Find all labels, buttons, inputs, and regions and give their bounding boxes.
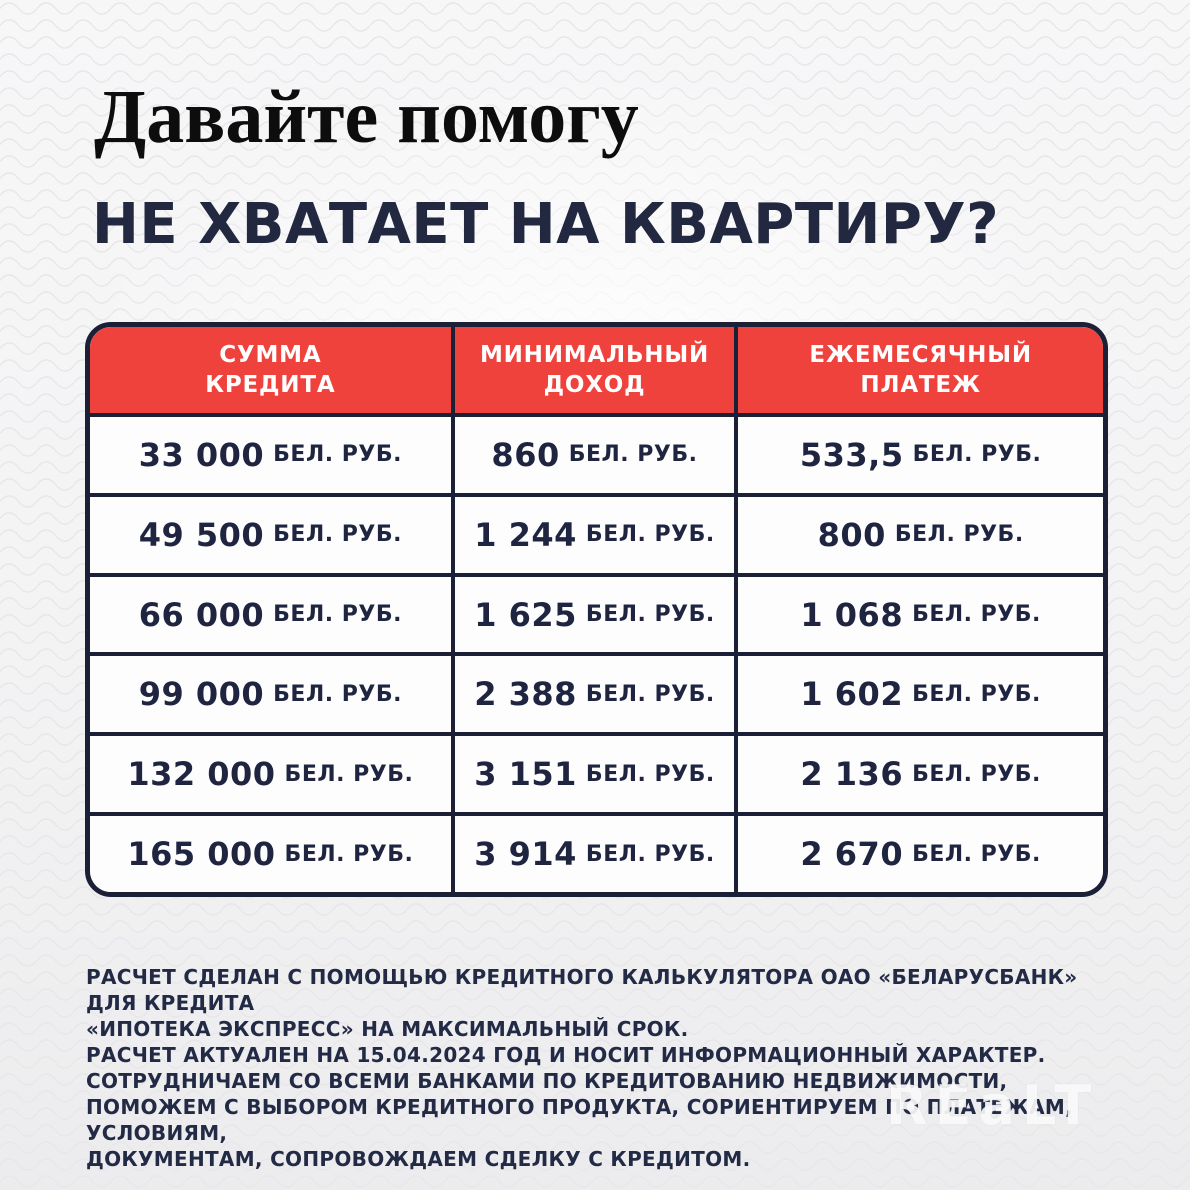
disclaimer-line: СОТРУДНИЧАЕМ СО ВСЕМИ БАНКАМИ ПО КРЕДИТО…: [86, 1069, 1008, 1093]
currency-unit: БЕЛ. РУБ.: [585, 602, 715, 628]
credit-table: СУММА КРЕДИТА МИНИМАЛЬНЫЙ ДОХОД ЕЖЕМЕСЯЧ…: [85, 322, 1108, 897]
credit-sum-cell: 66 000 БЕЛ. РУБ.: [90, 576, 455, 653]
disclaimer-text: РАСЧЕТ СДЕЛАН С ПОМОЩЬЮ КРЕДИТНОГО КАЛЬК…: [86, 964, 1126, 1172]
amount-value: 165 000: [127, 835, 276, 874]
disclaimer-line: ДОКУМЕНТАМ, СОПРОВОЖДАЕМ СДЕЛКУ С КРЕДИТ…: [86, 1147, 751, 1171]
currency-unit: БЕЛ. РУБ.: [912, 602, 1041, 628]
realt-watermark-logo: REaLT: [886, 1074, 1099, 1137]
page-subtitle: НЕ ХВАТАЕТ НА КВАРТИРУ?: [92, 192, 1000, 257]
credit-sum-cell: 165 000 БЕЛ. РУБ.: [90, 816, 455, 892]
currency-unit: БЕЛ. РУБ.: [585, 761, 715, 787]
amount-value: 1 625: [474, 595, 577, 634]
monthly-payment-cell: 533,5 БЕЛ. РУБ.: [738, 417, 1103, 493]
page-title: Давайте помогу: [94, 75, 639, 159]
amount-value: 1 244: [474, 515, 577, 554]
disclaimer-line: «ИПОТЕКА ЭКСПРЕСС» НА МАКСИМАЛЬНЫЙ СРОК.: [86, 1017, 689, 1041]
amount-value: 132 000: [127, 755, 276, 794]
min-income-cell: 3 914 БЕЛ. РУБ.: [455, 816, 739, 892]
credit-sum-cell: 132 000 БЕЛ. РУБ.: [90, 736, 455, 813]
amount-value: 66 000: [138, 595, 265, 634]
currency-unit: БЕЛ. РУБ.: [912, 681, 1041, 707]
currency-unit: БЕЛ. РУБ.: [585, 522, 715, 548]
table-row: 66 000 БЕЛ. РУБ. 1 625 БЕЛ. РУБ. 1 068 БЕЛ.…: [90, 572, 1103, 653]
amount-value: 860: [491, 435, 560, 474]
credit-sum-cell: 49 500 БЕЛ. РУБ.: [90, 496, 455, 573]
min-income-cell: 2 388 БЕЛ. РУБ.: [455, 656, 739, 733]
currency-unit: БЕЛ. РУБ.: [273, 681, 402, 707]
currency-unit: БЕЛ. РУБ.: [894, 522, 1024, 548]
amount-value: 2 388: [474, 675, 577, 714]
monthly-payment-cell: 2 136 БЕЛ. РУБ.: [738, 736, 1103, 812]
currency-unit: БЕЛ. РУБ.: [585, 681, 715, 707]
currency-unit: БЕЛ. РУБ.: [585, 841, 715, 867]
min-income-cell: 860 БЕЛ. РУБ.: [455, 417, 739, 493]
currency-unit: БЕЛ. РУБ.: [273, 522, 402, 548]
currency-unit: БЕЛ. РУБ.: [273, 602, 402, 628]
amount-value: 2 670: [800, 835, 904, 874]
disclaimer-line: ПОМОЖЕМ С ВЫБОРОМ КРЕДИТНОГО ПРОДУКТА, С…: [86, 1095, 1073, 1145]
currency-unit: БЕЛ. РУБ.: [284, 841, 414, 867]
table-row: 132 000 БЕЛ. РУБ. 3 151 БЕЛ. РУБ. 2 136 БЕЛ…: [90, 732, 1103, 813]
currency-unit: БЕЛ. РУБ.: [273, 442, 402, 468]
table-row: 165 000 БЕЛ. РУБ. 3 914 БЕЛ. РУБ. 2 670 БЕЛ…: [90, 812, 1103, 892]
credit-sum-cell: 33 000 БЕЛ. РУБ.: [90, 417, 455, 493]
monthly-payment-cell: 800 БЕЛ. РУБ.: [738, 497, 1103, 573]
column-header-monthly-payment: ЕЖЕМЕСЯЧНЫЙ ПЛАТЕЖ: [809, 341, 1032, 398]
disclaimer-line: РАСЧЕТ СДЕЛАН С ПОМОЩЬЮ КРЕДИТНОГО КАЛЬК…: [86, 965, 1078, 1015]
monthly-payment-cell: 1 602 БЕЛ. РУБ.: [738, 656, 1103, 732]
table-row: 49 500 БЕЛ. РУБ. 1 244 БЕЛ. РУБ. 800 БЕЛ. Р…: [90, 492, 1103, 573]
amount-value: 533,5: [799, 435, 904, 474]
table-row: 33 000 БЕЛ. РУБ. 860 БЕЛ. РУБ. 533,5 БЕЛ. Р…: [90, 413, 1103, 493]
column-header-min-income: МИНИМАЛЬНЫЙ ДОХОД: [455, 327, 739, 413]
credit-sum-cell: 99 000 БЕЛ. РУБ.: [90, 656, 455, 733]
amount-value: 33 000: [138, 435, 265, 474]
min-income-cell: 1 244 БЕЛ. РУБ.: [455, 496, 739, 573]
amount-value: 800: [817, 515, 886, 554]
min-income-cell: 1 625 БЕЛ. РУБ.: [455, 576, 739, 653]
amount-value: 49 500: [138, 515, 265, 554]
currency-unit: БЕЛ. РУБ.: [912, 761, 1041, 787]
min-income-cell: 3 151 БЕЛ. РУБ.: [455, 736, 739, 813]
amount-value: 1 602: [800, 675, 904, 714]
currency-unit: БЕЛ. РУБ.: [912, 442, 1042, 468]
currency-unit: БЕЛ. РУБ.: [568, 442, 698, 468]
amount-value: 3 151: [474, 755, 577, 794]
column-header-credit-sum: СУММА КРЕДИТА: [90, 327, 455, 413]
amount-value: 2 136: [800, 755, 904, 794]
amount-value: 3 914: [474, 835, 577, 874]
currency-unit: БЕЛ. РУБ.: [284, 761, 414, 787]
monthly-payment-cell: 1 068 БЕЛ. РУБ.: [738, 577, 1103, 653]
monthly-payment-cell: 2 670 БЕЛ. РУБ.: [738, 816, 1103, 892]
table-row: 99 000 БЕЛ. РУБ. 2 388 БЕЛ. РУБ. 1 602 БЕЛ.…: [90, 652, 1103, 733]
amount-value: 99 000: [138, 675, 265, 714]
table-header-row: СУММА КРЕДИТА МИНИМАЛЬНЫЙ ДОХОД ЕЖЕМЕСЯЧ…: [90, 327, 1103, 413]
disclaimer-line: РАСЧЕТ АКТУАЛЕН НА 15.04.2024 ГОД И НОСИ…: [86, 1043, 1046, 1067]
currency-unit: БЕЛ. РУБ.: [912, 841, 1041, 867]
amount-value: 1 068: [800, 595, 904, 634]
